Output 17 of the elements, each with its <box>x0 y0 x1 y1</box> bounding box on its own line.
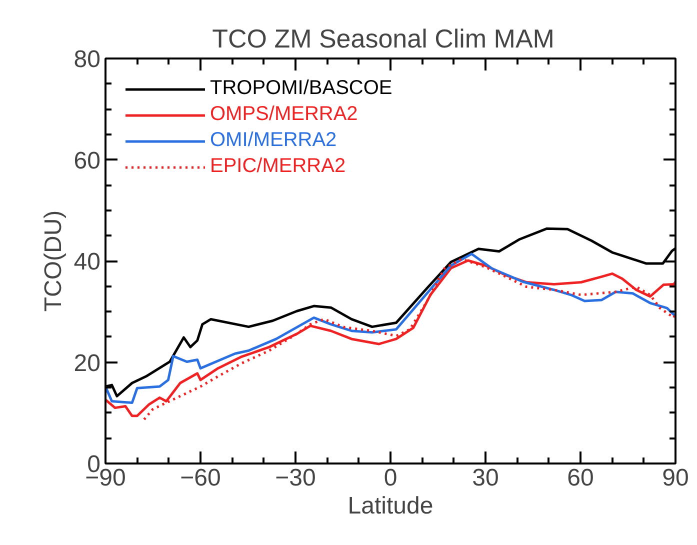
legend-label: OMPS/MERRA2 <box>210 103 358 126</box>
y-tick-label: 80 <box>74 46 101 73</box>
y-axis-title: TCO(DU) <box>40 210 67 312</box>
legend-label: TROPOMI/BASCOE <box>210 77 392 100</box>
y-tick-label: 40 <box>74 248 101 276</box>
x-tick-label: 60 <box>567 464 594 492</box>
x-tick-label: −30 <box>275 464 316 492</box>
y-tick-label: 20 <box>74 350 101 377</box>
x-axis-title: Latitude <box>348 492 434 520</box>
y-tick-label: 60 <box>74 147 101 174</box>
x-tick-label: 30 <box>472 464 499 492</box>
x-tick-label: 90 <box>662 464 689 492</box>
x-tick-label: −60 <box>180 464 221 492</box>
x-tick-label: 0 <box>384 464 398 492</box>
legend-label: OMI/MERRA2 <box>210 129 337 152</box>
chart-title: TCO ZM Seasonal Clim MAM <box>212 24 554 54</box>
legend-label: EPIC/MERRA2 <box>210 155 346 178</box>
